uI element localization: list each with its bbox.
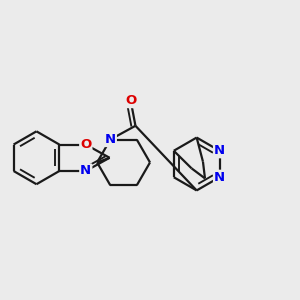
Text: O: O	[125, 94, 136, 107]
Text: O: O	[80, 138, 92, 151]
Text: N: N	[214, 171, 225, 184]
Text: N: N	[80, 164, 92, 178]
Text: N: N	[214, 144, 225, 157]
Text: N: N	[105, 133, 116, 146]
